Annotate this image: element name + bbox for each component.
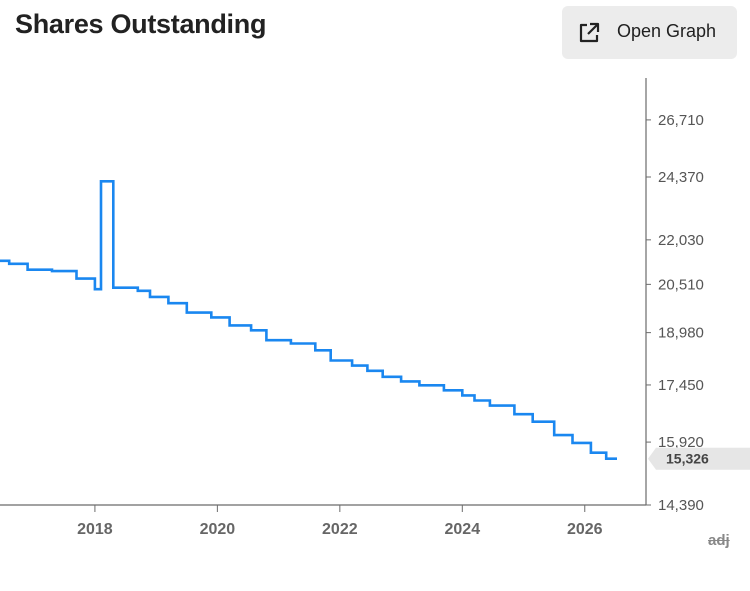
series-line: [0, 180, 617, 460]
y-tick-label: 14,390: [658, 497, 704, 514]
page-title: Shares Outstanding: [15, 9, 267, 39]
open-graph-button[interactable]: Open Graph: [562, 6, 737, 59]
y-tick-label: 24,370: [658, 169, 704, 186]
y-tick-label: 20,510: [658, 276, 704, 293]
y-tick-label: 22,030: [658, 232, 704, 249]
last-value-label: 15,326: [666, 451, 709, 467]
x-tick-label: 2026: [567, 521, 603, 538]
x-tick-label: 2024: [445, 521, 481, 538]
open-graph-label: Open Graph: [617, 21, 717, 41]
x-tick-label: 2018: [77, 521, 113, 538]
y-tick-label: 18,980: [658, 325, 704, 342]
x-tick-label: 2022: [322, 521, 358, 538]
x-tick-label: 2020: [200, 521, 236, 538]
y-tick-label: 26,710: [658, 112, 704, 129]
adj-toggle[interactable]: adj: [708, 532, 730, 549]
y-tick-label: 15,920: [658, 434, 704, 451]
external-link-icon: [579, 22, 600, 43]
y-tick-label: 17,450: [658, 377, 704, 394]
last-value-badge: [648, 447, 750, 470]
